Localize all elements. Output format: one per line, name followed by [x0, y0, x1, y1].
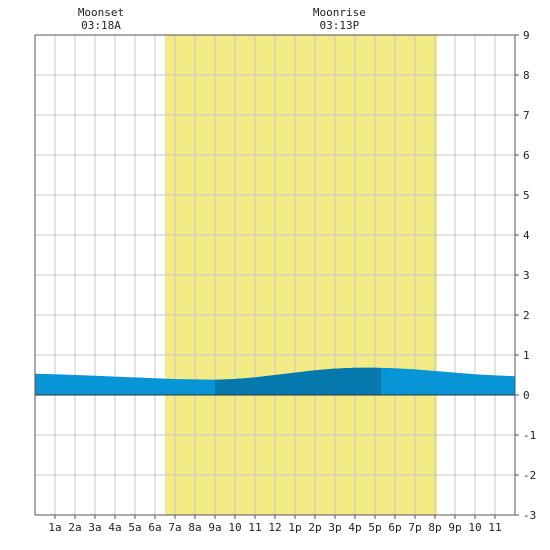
- y-tick-label: -1: [523, 429, 536, 442]
- y-tick-label: -2: [523, 469, 536, 482]
- x-tick-label: 6p: [388, 521, 401, 534]
- y-tick-label: -3: [523, 509, 536, 522]
- x-tick-label: 2a: [68, 521, 81, 534]
- y-tick-label: 4: [523, 229, 530, 242]
- y-tick-label: 1: [523, 349, 530, 362]
- x-tick-label: 11: [248, 521, 261, 534]
- x-tick-label: 9a: [208, 521, 221, 534]
- moon-event-time: 03:13P: [320, 19, 360, 32]
- x-tick-label: 6a: [148, 521, 161, 534]
- y-tick-label: 8: [523, 69, 530, 82]
- y-tick-label: 9: [523, 29, 530, 42]
- x-tick-label: 10: [468, 521, 481, 534]
- x-tick-label: 4a: [108, 521, 121, 534]
- x-tick-label: 8a: [188, 521, 201, 534]
- moon-event-name: Moonset: [78, 6, 124, 19]
- x-tick-label: 1p: [288, 521, 301, 534]
- x-tick-label: 12: [268, 521, 281, 534]
- x-tick-label: 5p: [368, 521, 381, 534]
- x-tick-label: 10: [228, 521, 241, 534]
- y-tick-label: 6: [523, 149, 530, 162]
- x-tick-label: 1a: [48, 521, 61, 534]
- x-tick-label: 4p: [348, 521, 361, 534]
- x-tick-label: 5a: [128, 521, 141, 534]
- y-tick-label: 5: [523, 189, 530, 202]
- moon-event-name: Moonrise: [313, 6, 366, 19]
- x-tick-label: 2p: [308, 521, 321, 534]
- x-tick-label: 3a: [88, 521, 101, 534]
- y-tick-label: 3: [523, 269, 530, 282]
- x-tick-label: 9p: [448, 521, 461, 534]
- x-tick-label: 7a: [168, 521, 181, 534]
- tide-series: [35, 367, 515, 395]
- y-tick-label: 7: [523, 109, 530, 122]
- tide-area-highlight: [215, 367, 381, 395]
- x-tick-label: 3p: [328, 521, 341, 534]
- x-tick-label: 7p: [408, 521, 421, 534]
- moon-event-time: 03:18A: [81, 19, 121, 32]
- y-tick-label: 2: [523, 309, 530, 322]
- x-tick-label: 8p: [428, 521, 441, 534]
- x-tick-label: 11: [488, 521, 501, 534]
- y-tick-label: 0: [523, 389, 530, 402]
